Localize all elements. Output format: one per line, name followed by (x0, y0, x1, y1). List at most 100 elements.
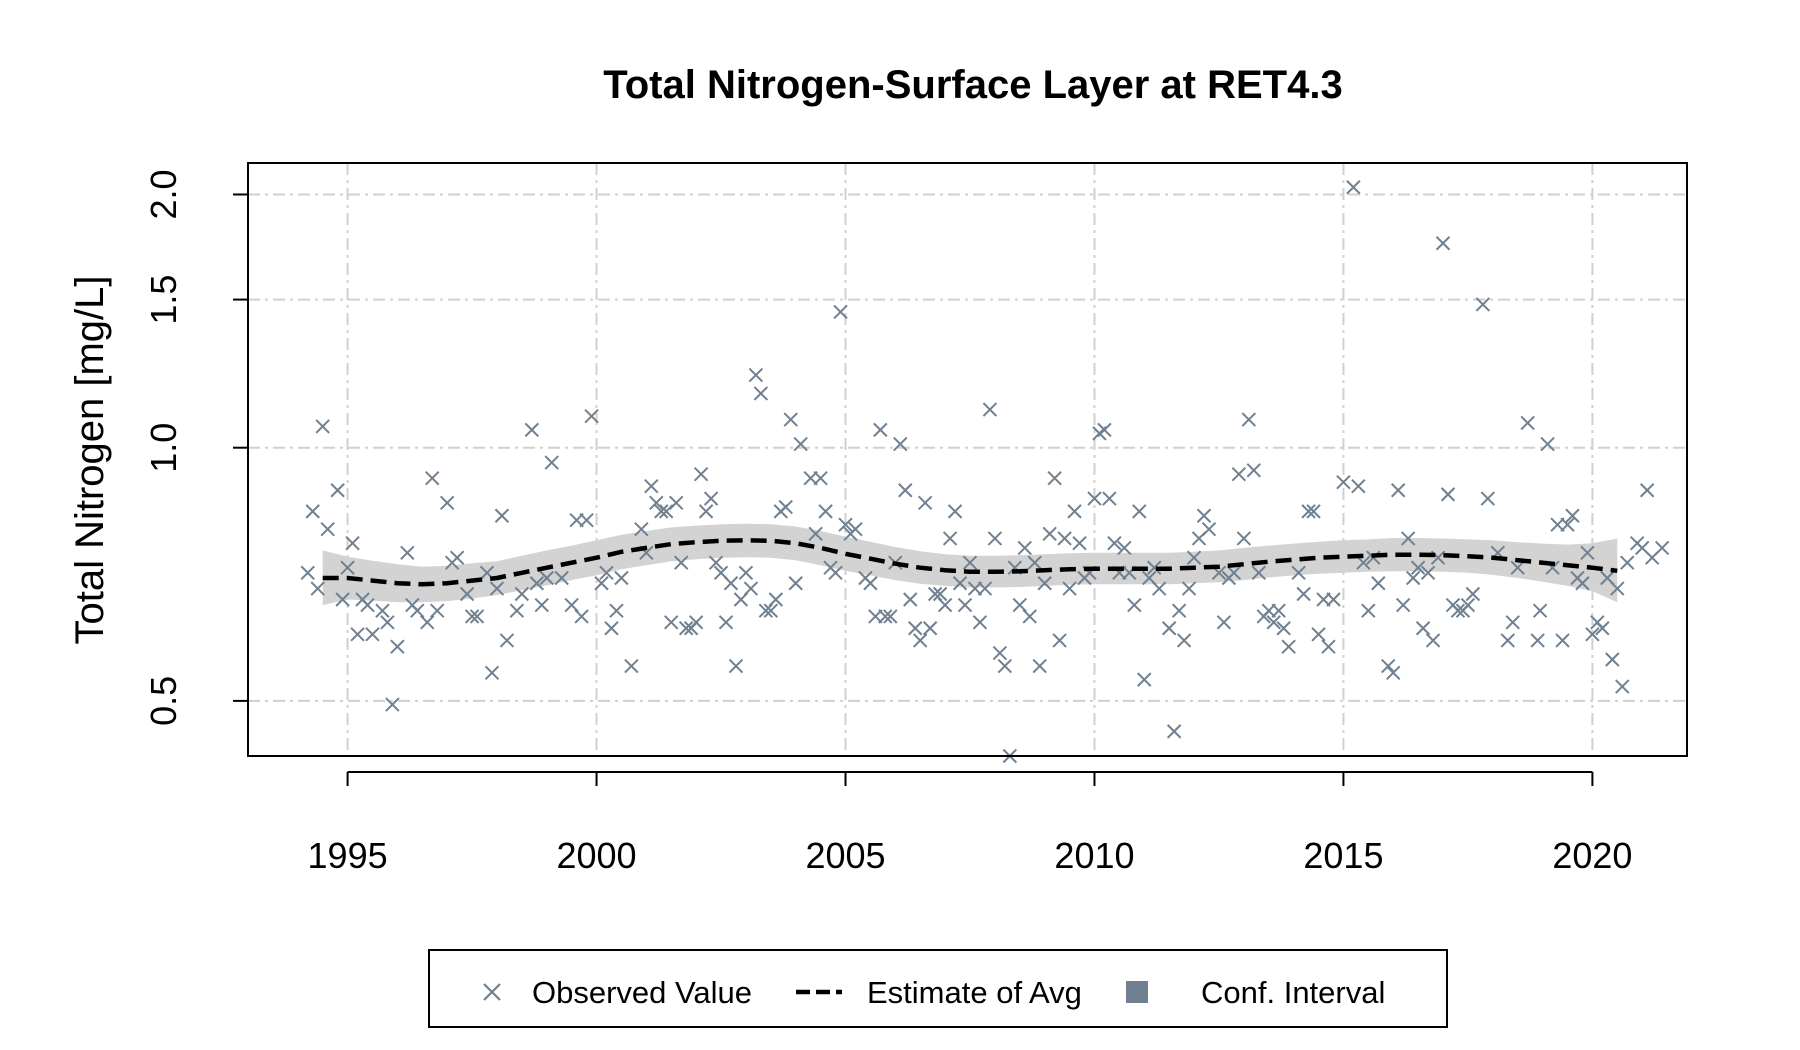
observed-point (998, 660, 1011, 673)
observed-point (525, 423, 538, 436)
observed-point (545, 456, 558, 469)
observed-point (983, 403, 996, 416)
observed-point (1173, 604, 1186, 617)
observed-point (695, 468, 708, 481)
observed-point (605, 622, 618, 635)
observed-point (1098, 423, 1111, 436)
observed-point (665, 616, 678, 629)
observed-point (1133, 505, 1146, 518)
observed-point (510, 604, 523, 617)
observed-point (1168, 725, 1181, 738)
observed-point (301, 566, 314, 579)
observed-point (1018, 541, 1031, 554)
observed-point (744, 582, 757, 595)
observed-point (988, 532, 1001, 545)
observed-point (376, 604, 389, 617)
legend: Observed Value Estimate of Avg Conf. Int… (429, 950, 1447, 1027)
observed-point (311, 582, 324, 595)
observed-point (366, 628, 379, 641)
observed-point (1163, 622, 1176, 635)
observed-point (1616, 680, 1629, 693)
observed-point (441, 496, 454, 509)
observed-point (1327, 593, 1340, 606)
observed-point (1068, 505, 1081, 518)
observed-point (1382, 660, 1395, 673)
observed-point (814, 472, 827, 485)
observed-point (1441, 488, 1454, 501)
observed-point (1237, 532, 1250, 545)
observed-point (1048, 472, 1061, 485)
observed-point (391, 640, 404, 653)
observed-point (306, 505, 319, 518)
x-tick-label: 2005 (805, 835, 885, 876)
observed-point (316, 420, 329, 433)
observed-point (739, 566, 752, 579)
observed-point (1501, 634, 1514, 647)
observed-point (1073, 537, 1086, 550)
observed-point (1217, 616, 1230, 629)
observed-point (789, 577, 802, 590)
observed-point (565, 599, 578, 612)
observed-point (426, 472, 439, 485)
observed-point (1247, 464, 1260, 477)
observed-point (993, 647, 1006, 660)
observed-point (729, 660, 742, 673)
observed-point (749, 369, 762, 382)
x-tick-label: 1995 (308, 835, 388, 876)
observed-point (1392, 484, 1405, 497)
observed-point (700, 505, 713, 518)
observed-point (1043, 527, 1056, 540)
observed-point (575, 610, 588, 623)
observed-point (1534, 604, 1547, 617)
observed-point (924, 622, 937, 635)
observed-point (1437, 237, 1450, 250)
observed-point (1656, 541, 1669, 554)
y-axis-label: Total Nitrogen [mg/L] (68, 275, 112, 644)
observed-point (944, 532, 957, 545)
observed-point (451, 551, 464, 564)
observed-point (949, 505, 962, 518)
chart-title: Total Nitrogen-Surface Layer at RET4.3 (603, 63, 1342, 107)
observed-point (919, 496, 932, 509)
observed-point (431, 604, 444, 617)
observed-point (401, 546, 414, 559)
observed-point (1506, 616, 1519, 629)
observed-point (1372, 577, 1385, 590)
observed-point (914, 634, 927, 647)
legend-conf-swatch (1126, 981, 1148, 1003)
observed-point (321, 523, 334, 536)
observed-point (1138, 673, 1151, 686)
observed-point (1242, 413, 1255, 426)
observed-point (1387, 666, 1400, 679)
observed-point (1183, 582, 1196, 595)
observed-point (495, 509, 508, 522)
observed-point (411, 604, 424, 617)
observed-point (705, 492, 718, 505)
observed-point (1556, 634, 1569, 647)
observed-point (1232, 468, 1245, 481)
observed-point (1481, 492, 1494, 505)
observed-point (864, 577, 877, 590)
observed-point (1352, 480, 1365, 493)
observed-point (351, 628, 364, 641)
observed-point (670, 496, 683, 509)
observed-point (1347, 181, 1360, 194)
legend-label-estimate: Estimate of Avg (867, 975, 1082, 1010)
observed-point (1621, 556, 1634, 569)
x-tick-label: 2015 (1303, 835, 1383, 876)
observed-point (1297, 587, 1310, 600)
observed-point (421, 616, 434, 629)
observed-point (779, 501, 792, 514)
y-axis: 0.51.01.52.0 (143, 169, 248, 725)
grid (248, 163, 1687, 756)
observed-point (834, 305, 847, 318)
observed-point (1033, 660, 1046, 673)
observed-point (361, 599, 374, 612)
observed-point (1128, 599, 1141, 612)
observed-point (1272, 604, 1285, 617)
observed-point (784, 413, 797, 426)
y-tick-label: 1.0 (143, 423, 184, 473)
observed-point (645, 480, 658, 493)
observed-point (1058, 532, 1071, 545)
